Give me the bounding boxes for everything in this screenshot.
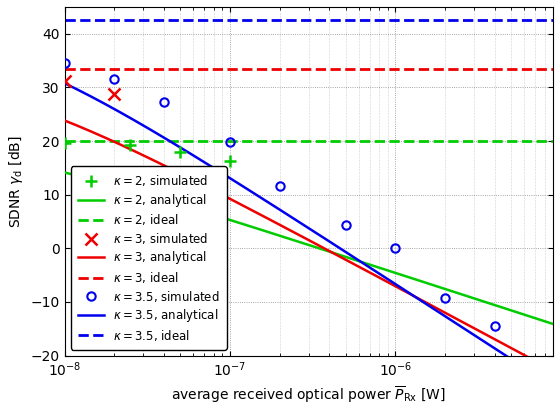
X-axis label: average received optical power $\overline{P}_{\mathrm{Rx}}$ [W]: average received optical power $\overlin… bbox=[171, 385, 446, 405]
Y-axis label: SDNR $\gamma_\mathrm{d}$ [dB]: SDNR $\gamma_\mathrm{d}$ [dB] bbox=[7, 135, 25, 227]
Legend: $\kappa = 2$, simulated, $\kappa = 2$, analytical, $\kappa = 2$, ideal, $\kappa : $\kappa = 2$, simulated, $\kappa = 2$, a… bbox=[71, 166, 227, 350]
